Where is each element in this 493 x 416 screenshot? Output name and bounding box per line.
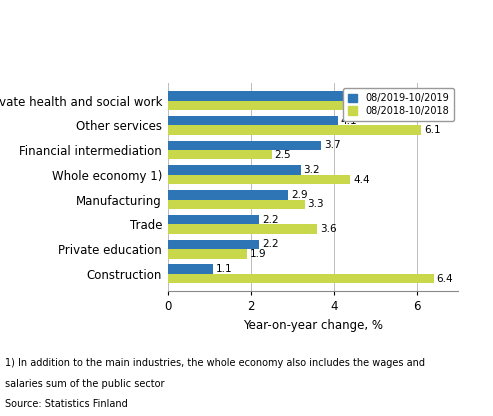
Text: 6.2: 6.2 <box>428 91 445 101</box>
Text: salaries sum of the public sector: salaries sum of the public sector <box>5 379 165 389</box>
Bar <box>168 224 317 234</box>
Text: 6.1: 6.1 <box>424 125 441 135</box>
Bar <box>168 200 305 209</box>
Text: 2.9: 2.9 <box>291 190 308 200</box>
Bar <box>168 91 425 101</box>
Bar <box>168 274 433 283</box>
Text: 3.3: 3.3 <box>308 199 324 209</box>
Bar <box>168 215 259 224</box>
Bar <box>168 166 301 175</box>
Bar <box>168 141 321 150</box>
Bar <box>168 101 384 110</box>
Bar <box>168 175 351 184</box>
Bar <box>168 116 338 125</box>
Text: 1) In addition to the main industries, the whole economy also includes the wages: 1) In addition to the main industries, t… <box>5 358 425 368</box>
Text: 3.6: 3.6 <box>320 224 337 234</box>
Bar <box>168 125 421 135</box>
Text: 2.5: 2.5 <box>275 150 291 160</box>
Text: 1.1: 1.1 <box>216 264 233 274</box>
Bar <box>168 240 259 249</box>
Bar <box>168 150 272 159</box>
Bar <box>168 265 213 274</box>
Text: 5.2: 5.2 <box>387 100 403 110</box>
Text: 4.1: 4.1 <box>341 116 357 126</box>
Text: 4.4: 4.4 <box>353 175 370 185</box>
Legend: 08/2019-10/2019, 08/2018-10/2018: 08/2019-10/2019, 08/2018-10/2018 <box>343 88 454 121</box>
X-axis label: Year-on-year change, %: Year-on-year change, % <box>243 319 383 332</box>
Bar <box>168 190 288 200</box>
Bar <box>168 249 246 258</box>
Text: 3.7: 3.7 <box>324 140 341 150</box>
Text: 6.4: 6.4 <box>436 274 453 284</box>
Text: Source: Statistics Finland: Source: Statistics Finland <box>5 399 128 409</box>
Text: 2.2: 2.2 <box>262 239 279 250</box>
Text: 3.2: 3.2 <box>304 165 320 175</box>
Text: 2.2: 2.2 <box>262 215 279 225</box>
Text: 1.9: 1.9 <box>249 249 266 259</box>
